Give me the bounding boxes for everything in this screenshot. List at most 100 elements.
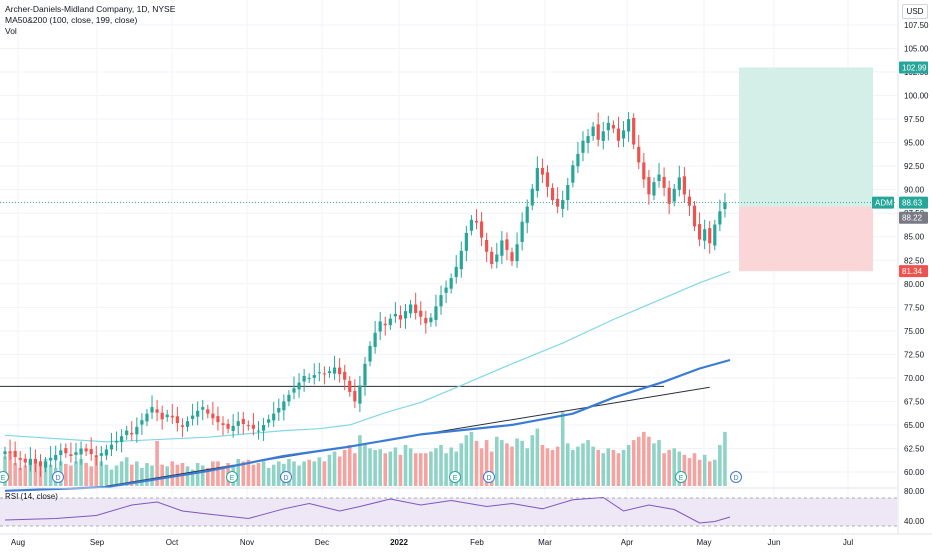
- last-price-label-bg: [899, 196, 928, 209]
- candle-body: [59, 450, 63, 456]
- volume-bar: [464, 435, 469, 486]
- volume-bar: [723, 431, 727, 486]
- price-tick-label: 72.50: [904, 350, 925, 359]
- volume-bar: [479, 448, 484, 486]
- volume-bar: [454, 451, 459, 486]
- candle-body: [261, 424, 266, 431]
- candle-body: [601, 131, 605, 141]
- candle-body: [703, 229, 707, 241]
- candle-body: [383, 323, 387, 326]
- candle-body: [409, 304, 413, 314]
- candle-body: [444, 287, 448, 293]
- candle-body: [322, 373, 327, 375]
- time-tick-label: Oct: [166, 538, 179, 547]
- candle-body: [125, 430, 129, 436]
- candle-body: [616, 128, 621, 141]
- volume-bar: [510, 446, 514, 486]
- candle-body: [267, 419, 271, 423]
- candle-body: [74, 452, 78, 455]
- candle-body: [241, 418, 245, 425]
- candle-body: [343, 371, 347, 380]
- candle-body: [287, 394, 291, 402]
- volume-bar: [3, 456, 7, 486]
- volume-bar: [129, 464, 134, 486]
- volume-bar: [109, 469, 114, 486]
- candle-body: [353, 390, 357, 402]
- volume-bar: [439, 445, 443, 486]
- volume-bar: [23, 465, 28, 486]
- volume-bar: [94, 456, 99, 486]
- candle-body: [586, 136, 590, 144]
- volume-bar: [33, 463, 38, 486]
- symbol-tag-bg: [872, 196, 894, 209]
- candle-body: [307, 377, 311, 379]
- volume-bar: [84, 463, 88, 486]
- volume-bar: [302, 461, 306, 486]
- volume-bar: [246, 459, 251, 486]
- candle-body: [652, 182, 656, 196]
- candle-body: [449, 278, 453, 289]
- candle-body: [231, 425, 235, 431]
- volume-bar: [530, 435, 535, 486]
- candle-body: [99, 453, 103, 456]
- volume-bar: [571, 449, 575, 486]
- price-tick-label: 77.50: [904, 303, 925, 312]
- volume-bar: [28, 461, 33, 486]
- earnings-marker-icon: [0, 471, 9, 483]
- earnings-marker-icon: [675, 471, 687, 483]
- candle-body: [135, 426, 139, 435]
- rsi-line: [4, 496, 731, 524]
- volume-bar: [647, 436, 651, 486]
- candle-body: [479, 221, 484, 238]
- time-tick-label: Jul: [843, 538, 853, 547]
- candle-body: [206, 409, 210, 414]
- volume-bar: [378, 449, 382, 486]
- chart-title[interactable]: Archer-Daniels-Midland Company, 1D, NYSE: [5, 4, 176, 14]
- candle-body: [469, 219, 474, 231]
- candle-body: [439, 295, 443, 307]
- volume-bar: [718, 445, 722, 486]
- earnings-marker-icon: [226, 471, 238, 483]
- volume-bar: [43, 458, 48, 486]
- event-marker-label: E: [679, 475, 684, 482]
- stop-price-label-bg: [899, 265, 928, 278]
- candle-body: [302, 376, 306, 382]
- candle-body: [28, 458, 32, 465]
- ma-indicator-label[interactable]: MA50&200 (100, close, 199, close): [5, 15, 138, 25]
- volume-bar: [48, 464, 53, 486]
- currency-badge[interactable]: USD: [902, 4, 928, 19]
- volume-bar: [591, 446, 595, 486]
- volume-bar: [616, 453, 621, 486]
- volume-bar: [74, 461, 78, 486]
- candle-body: [165, 414, 169, 418]
- volume-bar: [545, 448, 550, 486]
- candle-body: [505, 239, 509, 250]
- dividend-marker-icon: [52, 471, 64, 483]
- volume-bar: [114, 465, 119, 486]
- candle-body: [89, 449, 93, 455]
- candle-body: [556, 198, 560, 207]
- volume-indicator-label[interactable]: Vol: [5, 26, 17, 36]
- candle-body: [373, 332, 377, 348]
- volume-bar: [373, 449, 377, 486]
- candle-body: [596, 124, 600, 140]
- candle-body: [591, 126, 595, 137]
- candle-body: [79, 448, 83, 455]
- candle-body: [708, 228, 712, 244]
- volume-bar: [358, 435, 362, 486]
- volume-bar: [520, 440, 524, 486]
- volume-bar: [312, 461, 317, 486]
- candle-body: [662, 176, 666, 188]
- price-tick-label: 75.00: [904, 327, 925, 336]
- candle-body: [8, 451, 12, 454]
- candle-body: [211, 413, 215, 419]
- candle-body: [606, 122, 610, 131]
- volume-bar: [642, 431, 646, 486]
- time-tick-label: 2022: [390, 538, 408, 547]
- candle-body: [718, 211, 722, 225]
- candle-body: [535, 168, 539, 192]
- candle-body: [130, 432, 134, 435]
- candle-body: [500, 240, 504, 256]
